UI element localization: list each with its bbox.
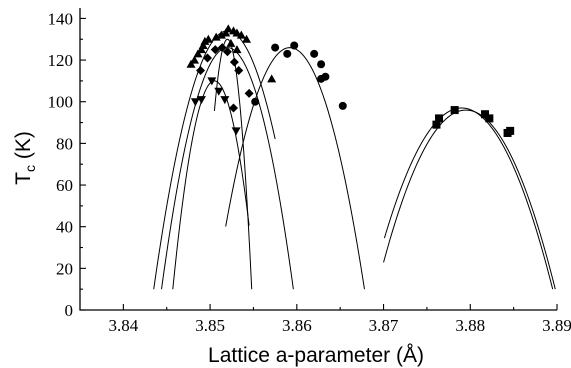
data-point-triangle-down (214, 87, 224, 96)
data-point-triangle-up (193, 49, 203, 58)
data-point-diamond (196, 65, 206, 75)
tick-labels: 3.84 3.85 3.86 3.87 3.88 3.89 0 20 40 60 80 100 120 1… (48, 9, 571, 335)
data-markers (186, 24, 515, 137)
data-point-diamond (202, 53, 212, 63)
fit-curve (383, 107, 554, 290)
data-point-triangle-up (223, 24, 233, 33)
y-axis-title-unit: (K) (12, 131, 35, 165)
axes (79, 8, 558, 311)
data-point-square (432, 120, 441, 129)
x-tick-label: 3.86 (282, 316, 312, 335)
y-tick-label: 140 (48, 9, 74, 28)
data-point-triangle-up (216, 30, 226, 39)
data-point-square (481, 110, 490, 119)
axis-lines (79, 8, 557, 311)
data-point-diamond (229, 57, 239, 67)
data-point-diamond (244, 88, 254, 98)
data-point-triangle-up (242, 34, 252, 43)
data-point-diamond (222, 47, 232, 57)
data-point-triangle-up (196, 45, 206, 54)
data-point-circle (271, 43, 280, 52)
x-tick-label: 3.87 (369, 316, 399, 335)
data-point-triangle-up (203, 34, 213, 43)
fit-curve (383, 109, 556, 290)
data-point-circle (310, 49, 319, 58)
fit-curve (153, 30, 276, 290)
data-point-circle (338, 101, 347, 110)
data-point-square (435, 114, 444, 123)
y-tick-label: 60 (56, 176, 73, 195)
data-point-diamond (234, 65, 244, 75)
y-axis-title-main: T (12, 172, 35, 185)
data-point-triangle-up (198, 40, 208, 49)
data-point-triangle-down (207, 77, 217, 86)
y-tick-label: 40 (56, 218, 73, 237)
y-axis-title: Tc (K) (12, 131, 38, 185)
y-axis-title-sub: c (22, 165, 38, 172)
y-tick-label: 120 (48, 51, 74, 70)
x-tick-label: 3.89 (542, 316, 571, 335)
fit-curve (161, 47, 294, 290)
data-point-triangle-up (200, 36, 210, 45)
data-point-square (485, 114, 494, 123)
data-point-triangle-down (190, 98, 200, 107)
data-point-circle (283, 49, 292, 58)
fit-curves (153, 30, 556, 290)
data-point-triangle-up (267, 74, 277, 83)
data-point-triangle-down (231, 127, 241, 136)
data-point-triangle-up (226, 38, 236, 47)
data-point-square (506, 126, 515, 135)
data-point-triangle-down (196, 96, 206, 105)
y-tick-label: 0 (65, 301, 74, 320)
data-point-triangle-up (221, 28, 231, 37)
data-point-circle (317, 60, 326, 69)
y-tick-label: 80 (56, 134, 73, 153)
data-point-triangle-down (220, 96, 230, 105)
y-tick-label: 100 (48, 93, 74, 112)
data-point-triangle-up (186, 59, 196, 68)
data-point-diamond (217, 43, 227, 53)
data-point-triangle-up (211, 32, 221, 41)
x-tick-label: 3.88 (455, 316, 485, 335)
x-axis-title: Lattice a-parameter (Å) (208, 344, 424, 367)
data-point-triangle-up (236, 30, 246, 39)
fit-curve (225, 47, 365, 290)
data-point-circle (251, 97, 260, 106)
data-point-triangle-up (189, 55, 199, 64)
data-point-circle (290, 41, 299, 50)
fit-curve (172, 80, 250, 290)
x-tick-label: 3.84 (108, 316, 138, 335)
data-point-triangle-up (232, 45, 242, 54)
data-point-square (450, 106, 459, 115)
data-point-diamond (210, 45, 220, 55)
fit-curve (213, 38, 253, 290)
data-point-circle (317, 74, 326, 83)
data-point-diamond (229, 103, 239, 113)
x-tick-label: 3.85 (195, 316, 225, 335)
y-tick-label: 20 (56, 259, 73, 278)
